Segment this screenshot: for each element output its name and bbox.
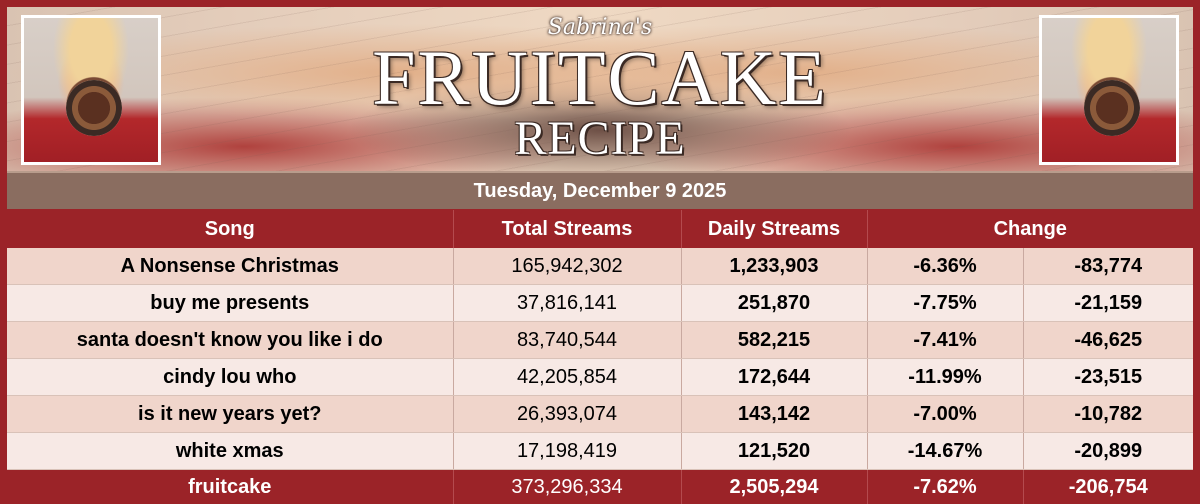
date-bar: Tuesday, December 9 2025 (7, 171, 1193, 209)
column-header-daily-streams: Daily Streams (681, 210, 867, 248)
change-percent: -14.67% (867, 433, 1023, 470)
song-name: is it new years yet? (7, 396, 453, 433)
song-name: santa doesn't know you like i do (7, 322, 453, 359)
daily-streams: 172,644 (681, 359, 867, 396)
table-row: A Nonsense Christmas 165,942,302 1,233,9… (7, 248, 1193, 285)
song-name: buy me presents (7, 285, 453, 322)
daily-streams: 582,215 (681, 322, 867, 359)
column-header-total-streams: Total Streams (453, 210, 681, 248)
table-row: buy me presents 37,816,141 251,870 -7.75… (7, 285, 1193, 322)
change-percent: -7.00% (867, 396, 1023, 433)
daily-streams: 1,233,903 (681, 248, 867, 285)
table-row: is it new years yet? 26,393,074 143,142 … (7, 396, 1193, 433)
change-percent: -11.99% (867, 359, 1023, 396)
streams-table: Song Total Streams Daily Streams Change … (7, 210, 1193, 504)
change-amount: -20,899 (1023, 433, 1193, 470)
album-photo-right (1039, 15, 1179, 165)
change-amount: -10,782 (1023, 396, 1193, 433)
column-header-song: Song (7, 210, 453, 248)
total-streams: 26,393,074 (453, 396, 681, 433)
total-streams: 42,205,854 (453, 359, 681, 396)
daily-streams: 251,870 (681, 285, 867, 322)
header-title-second-line: RECIPE (337, 115, 863, 163)
total-streams: 165,942,302 (453, 248, 681, 285)
change-amount: -46,625 (1023, 322, 1193, 359)
table-header-row: Song Total Streams Daily Streams Change (7, 210, 1193, 248)
fruitcake-image (66, 80, 122, 136)
column-header-change: Change (867, 210, 1193, 248)
song-name: white xmas (7, 433, 453, 470)
total-streams: 17,198,419 (453, 433, 681, 470)
fruitcake-image (1084, 80, 1140, 136)
total-streams: 83,740,544 (453, 322, 681, 359)
header-title: FRUITCAKE (337, 39, 863, 117)
change-percent: -7.75% (867, 285, 1023, 322)
song-name: A Nonsense Christmas (7, 248, 453, 285)
title-block: Sabrina's FRUITCAKE RECIPE (337, 11, 863, 171)
table-row: white xmas 17,198,419 121,520 -14.67% -2… (7, 433, 1193, 470)
daily-streams: 143,142 (681, 396, 867, 433)
album-photo-left (21, 15, 161, 165)
change-percent: -7.41% (867, 322, 1023, 359)
change-percent: -6.36% (867, 248, 1023, 285)
total-streams: 37,816,141 (453, 285, 681, 322)
change-amount: -23,515 (1023, 359, 1193, 396)
daily-streams: 121,520 (681, 433, 867, 470)
song-name: cindy lou who (7, 359, 453, 396)
change-amount: -83,774 (1023, 248, 1193, 285)
table-row: santa doesn't know you like i do 83,740,… (7, 322, 1193, 359)
table-row: cindy lou who 42,205,854 172,644 -11.99%… (7, 359, 1193, 396)
header-banner: Sabrina's FRUITCAKE RECIPE (7, 7, 1193, 171)
change-amount: -21,159 (1023, 285, 1193, 322)
